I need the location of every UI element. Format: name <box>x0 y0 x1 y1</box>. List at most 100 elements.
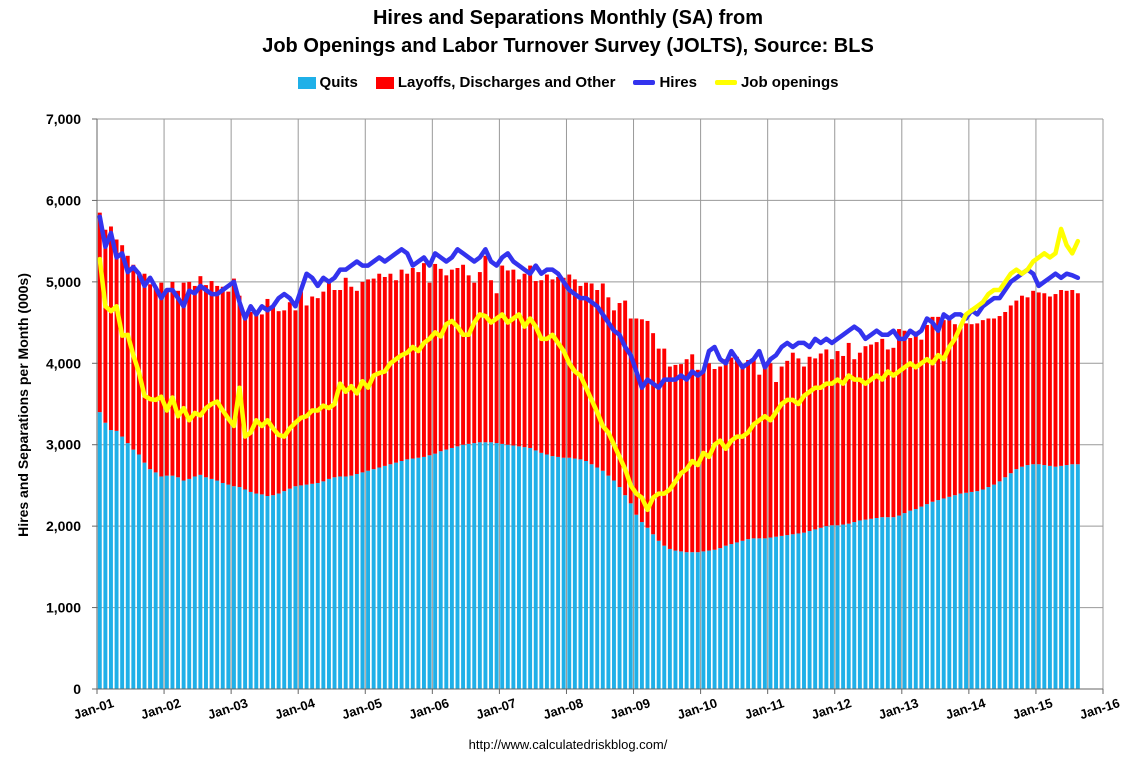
bar-layoffs <box>908 338 913 511</box>
bar-layoffs <box>321 291 326 482</box>
bar-layoffs <box>231 278 236 487</box>
legend-swatch-hires <box>633 80 656 85</box>
bar-quits <box>1047 465 1052 689</box>
bar-quits <box>829 525 834 689</box>
bar-quits <box>338 476 343 689</box>
bar-layoffs <box>891 347 896 518</box>
x-tick-label: Jan-02 <box>139 695 183 722</box>
bar-quits <box>220 482 225 689</box>
bar-quits <box>209 478 214 689</box>
bar-layoffs <box>930 316 935 502</box>
bar-quits <box>237 487 242 689</box>
bar-quits <box>276 493 281 689</box>
bar-layoffs <box>718 366 723 549</box>
bar-layoffs <box>304 305 309 485</box>
bar-quits <box>332 477 337 689</box>
bar-quits <box>259 494 264 689</box>
bar-layoffs <box>181 282 186 481</box>
bar-quits <box>880 517 885 689</box>
bar-quits <box>1036 464 1041 689</box>
bar-layoffs <box>148 284 153 470</box>
x-tick-label: Jan-07 <box>474 695 518 722</box>
bar-layoffs <box>684 359 689 553</box>
bar-quits <box>645 527 650 689</box>
bar-quits <box>388 464 393 689</box>
bar-quits <box>477 442 482 689</box>
bar-layoffs <box>952 324 957 496</box>
bar-quits <box>734 542 739 689</box>
bar-quits <box>807 531 812 689</box>
bar-quits <box>444 449 449 689</box>
bar-layoffs <box>109 226 113 431</box>
source-url: http://www.calculatedriskblog.com/ <box>468 737 668 752</box>
bar-layoffs <box>852 359 857 523</box>
bar-layoffs <box>103 229 108 423</box>
bar-quits <box>885 517 890 689</box>
bar-quits <box>723 545 728 689</box>
bar-quits <box>315 482 320 689</box>
bar-quits <box>466 443 471 689</box>
bar-quits <box>421 456 426 689</box>
bar-layoffs <box>416 272 421 458</box>
bar-quits <box>159 476 164 689</box>
bar-quits <box>969 491 974 689</box>
bar-quits <box>572 458 577 689</box>
chart-title-line-2: Job Openings and Labor Turnover Survey (… <box>262 35 874 57</box>
bar-quits <box>248 491 253 689</box>
bar-quits <box>623 495 628 689</box>
bar-quits <box>617 487 622 689</box>
bar-quits <box>416 457 421 689</box>
bar-quits <box>634 514 639 689</box>
bar-layoffs <box>517 279 521 447</box>
bar-layoffs <box>1075 293 1080 465</box>
bar-layoffs <box>125 255 130 444</box>
bar-layoffs <box>276 311 281 494</box>
bar-layoffs <box>215 285 220 481</box>
bar-layoffs <box>1047 296 1052 466</box>
bar-quits <box>667 548 672 689</box>
bar-quits <box>489 442 493 689</box>
bar-quits <box>902 513 907 689</box>
bar-layoffs <box>947 318 952 497</box>
bar-layoffs <box>628 318 633 504</box>
bar-layoffs <box>600 283 605 471</box>
bar-quits <box>556 456 561 689</box>
bar-quits <box>500 443 505 689</box>
bar-layoffs <box>1059 290 1064 466</box>
bar-quits <box>662 545 667 689</box>
bar-quits <box>567 457 572 689</box>
bar-quits <box>751 538 756 689</box>
bar-layoffs <box>427 282 432 456</box>
bar-layoffs <box>528 265 533 448</box>
bar-quits <box>762 538 767 689</box>
bar-quits <box>114 430 119 689</box>
bar-layoffs <box>980 320 985 490</box>
bar-quits <box>187 478 192 689</box>
bar-layoffs <box>449 269 454 448</box>
bar-layoffs <box>701 370 706 552</box>
bar-quits <box>606 475 611 689</box>
bar-layoffs <box>746 360 751 540</box>
bar-layoffs <box>958 325 963 494</box>
bar-quits <box>1025 465 1030 689</box>
bar-quits <box>1020 466 1024 689</box>
bar-quits <box>282 491 287 689</box>
bar-quits <box>589 464 594 689</box>
bar-quits <box>405 459 410 689</box>
bar-layoffs <box>1053 294 1058 467</box>
legend-label-layoffs: Layoffs, Discharges and Other <box>397 74 616 91</box>
bar-layoffs <box>584 282 588 461</box>
bar-quits <box>919 506 924 689</box>
bar-quits <box>472 443 477 689</box>
bar-quits <box>399 461 404 689</box>
bar-layoffs <box>1025 297 1030 466</box>
bar-layoffs <box>287 302 292 489</box>
bar-layoffs <box>550 279 555 457</box>
bar-quits <box>790 534 795 689</box>
bar-layoffs <box>1008 305 1013 474</box>
bar-layoffs <box>606 297 611 476</box>
bar-quits <box>891 517 896 689</box>
bar-quits <box>455 446 460 689</box>
bar-quits <box>517 446 521 689</box>
